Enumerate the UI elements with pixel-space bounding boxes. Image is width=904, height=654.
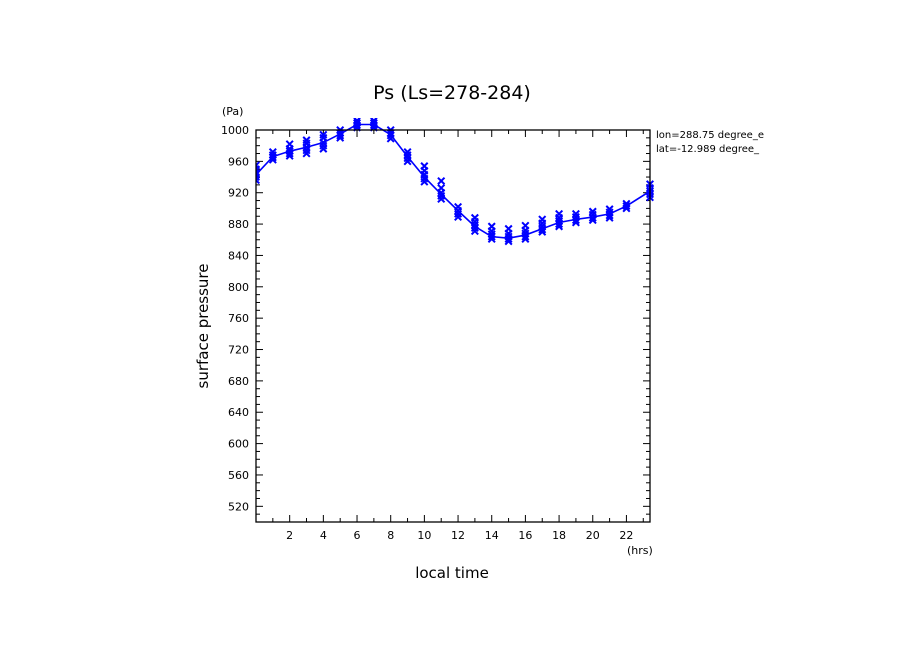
y-tick-label: 1000 (221, 124, 249, 137)
x-tick-label: 12 (451, 529, 465, 542)
y-tick-label: 960 (228, 155, 249, 168)
scatter-point (420, 162, 429, 171)
x-axis-unit: (hrs) (627, 544, 653, 557)
x-tick-label: 16 (518, 529, 532, 542)
scatter-point (555, 209, 564, 218)
y-tick-label: 600 (228, 438, 249, 451)
scatter-point (521, 221, 530, 230)
y-axis-unit: (Pa) (222, 105, 243, 118)
x-tick-label: 6 (354, 529, 361, 542)
scatter-point (437, 176, 446, 185)
x-tick-label: 8 (387, 529, 394, 542)
x-tick-label: 14 (485, 529, 499, 542)
y-tick-label: 640 (228, 406, 249, 419)
y-axis-label: surface pressure (194, 264, 212, 389)
scatter-point (268, 147, 277, 156)
y-tick-label: 760 (228, 312, 249, 325)
series-line (256, 123, 651, 239)
plot-content (256, 118, 655, 246)
scatter-point (571, 209, 580, 218)
annotation-lat: lat=-12.989 degree_ (656, 144, 760, 155)
plot-frame (255, 129, 651, 523)
x-tick-label: 18 (552, 529, 566, 542)
scatter-point (588, 207, 597, 216)
y-tick-label: 720 (228, 344, 249, 357)
y-tick-label: 520 (228, 500, 249, 513)
chart-title: Ps (Ls=278-284) (373, 82, 531, 104)
scatter-point (538, 215, 547, 224)
scatter-point (487, 222, 496, 231)
scatter-point (470, 213, 479, 222)
x-tick-label: 20 (586, 529, 600, 542)
x-axis-label: local time (415, 564, 489, 582)
y-tick-label: 560 (228, 469, 249, 482)
y-tick-label: 880 (228, 218, 249, 231)
scatter-point (353, 118, 362, 125)
scatter-point (256, 161, 261, 170)
scatter-point (504, 224, 513, 233)
scatter-point (605, 205, 614, 214)
scatter-point (622, 199, 631, 208)
scatter-point (319, 130, 328, 139)
axis-ticks: 2 4 6 8 10 12 14 16 18 20 22 520 560 600 640 680 720 760 8… (221, 124, 650, 542)
y-tick-label: 920 (228, 187, 249, 200)
y-tick-label: 800 (228, 281, 249, 294)
scatter-point (302, 136, 311, 145)
y-tick-label: 840 (228, 249, 249, 262)
y-tick-label: 680 (228, 375, 249, 388)
scatter-point (285, 140, 294, 149)
x-tick-label: 2 (286, 529, 293, 542)
x-tick-label: 4 (320, 529, 327, 542)
x-tick-label: 10 (417, 529, 431, 542)
annotation-lon: lon=288.75 degree_e (656, 130, 764, 141)
scatter-point (437, 184, 446, 193)
scatter-point (369, 118, 378, 125)
plot-area (256, 118, 655, 246)
x-tick-label: 22 (619, 529, 633, 542)
